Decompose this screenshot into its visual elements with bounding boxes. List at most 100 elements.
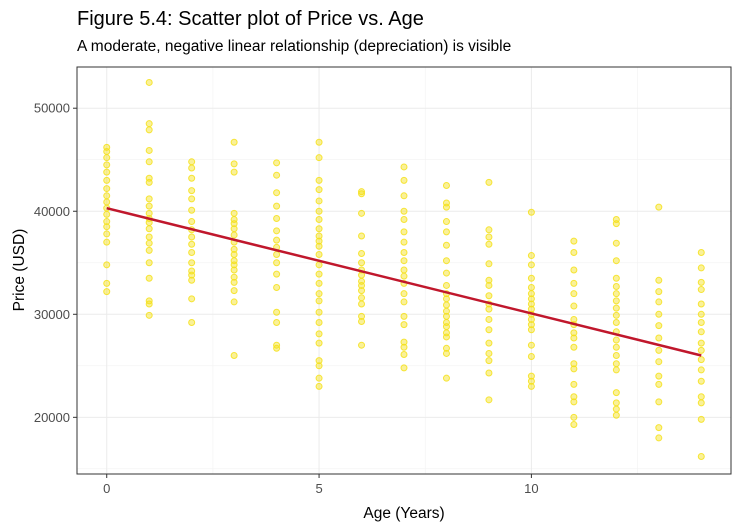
data-point (612, 336, 620, 344)
data-point (230, 352, 238, 360)
data-point (230, 251, 238, 259)
data-point (612, 389, 620, 397)
data-point (273, 227, 281, 235)
data-point (655, 424, 663, 432)
data-point (527, 315, 535, 323)
data-point (612, 399, 620, 407)
data-point (527, 274, 535, 282)
data-point (315, 382, 323, 390)
data-point (655, 203, 663, 211)
data-point (273, 202, 281, 210)
data-point (612, 282, 620, 290)
data-point (188, 319, 196, 327)
data-point (570, 290, 578, 298)
data-point (145, 259, 153, 267)
data-point (570, 343, 578, 351)
data-point (230, 287, 238, 295)
data-point (570, 334, 578, 342)
data-point (485, 240, 493, 248)
data-point (315, 197, 323, 205)
data-point (612, 220, 620, 228)
data-point (697, 310, 705, 318)
data-point (188, 164, 196, 172)
minor-grid (77, 67, 731, 474)
data-point (400, 312, 408, 320)
data-point (527, 252, 535, 260)
data-point (358, 249, 366, 257)
data-point (697, 399, 705, 407)
data-points (103, 78, 705, 460)
data-point (655, 346, 663, 354)
data-point (570, 266, 578, 274)
x-axis: 0 5 10 (103, 474, 539, 496)
data-point (400, 163, 408, 171)
data-point (273, 159, 281, 167)
data-point (315, 297, 323, 305)
data-point (273, 259, 281, 267)
data-point (442, 344, 450, 352)
data-point (103, 238, 111, 246)
data-point (273, 308, 281, 316)
x-tick-label: 10 (524, 481, 538, 496)
data-point (230, 278, 238, 286)
data-point (655, 380, 663, 388)
data-point (612, 352, 620, 360)
data-point (697, 278, 705, 286)
data-point (442, 374, 450, 382)
data-point (527, 353, 535, 361)
data-point (527, 284, 535, 292)
data-point (230, 261, 238, 269)
data-point (145, 146, 153, 154)
data-point (485, 357, 493, 365)
data-point (145, 120, 153, 128)
data-point (655, 322, 663, 330)
data-point (655, 398, 663, 406)
data-point (188, 158, 196, 166)
data-point (527, 372, 535, 380)
data-point (188, 174, 196, 182)
data-point (570, 302, 578, 310)
data-point (103, 168, 111, 176)
data-point (358, 209, 366, 217)
data-point (485, 260, 493, 268)
data-point (697, 339, 705, 347)
data-point (527, 321, 535, 329)
data-point (358, 300, 366, 308)
data-point (315, 154, 323, 162)
trend-line (106, 206, 702, 357)
data-point (315, 270, 323, 278)
data-point (230, 225, 238, 233)
chart-subtitle: A moderate, negative linear relationship… (77, 38, 512, 55)
data-point (188, 271, 196, 279)
data-point (400, 248, 408, 256)
data-point (315, 232, 323, 240)
data-point (230, 245, 238, 253)
data-point (527, 326, 535, 334)
chart-title: Figure 5.4: Scatter plot of Price vs. Ag… (77, 8, 424, 30)
data-point (230, 266, 238, 274)
data-point (527, 382, 535, 390)
data-point (655, 298, 663, 306)
data-point (570, 413, 578, 421)
data-point (315, 319, 323, 327)
data-point (315, 339, 323, 347)
data-point (485, 396, 493, 404)
data-point (570, 279, 578, 287)
data-point (527, 290, 535, 298)
y-axis: 20000 30000 40000 50000 (34, 101, 77, 425)
data-point (145, 126, 153, 134)
data-point (188, 240, 196, 248)
data-point (315, 207, 323, 215)
data-point (400, 321, 408, 329)
data-point (485, 276, 493, 284)
data-point (442, 323, 450, 331)
data-point (697, 452, 705, 460)
data-point (612, 257, 620, 265)
data-point (358, 281, 366, 289)
data-point (103, 161, 111, 169)
data-point (612, 297, 620, 305)
data-point (315, 308, 323, 316)
data-point (315, 357, 323, 365)
data-point (188, 248, 196, 256)
data-point (612, 311, 620, 319)
